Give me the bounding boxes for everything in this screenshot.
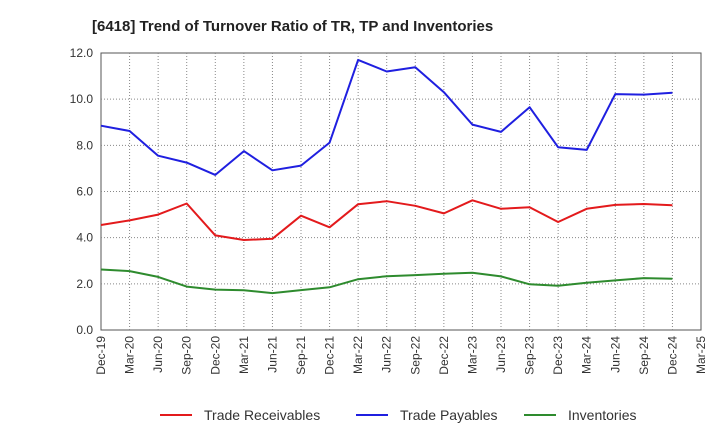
series-line-0: [100, 199, 673, 241]
y-tick-label: 0.0: [76, 323, 93, 337]
gridlines: [101, 53, 701, 330]
x-tick-label: Dec-21: [323, 336, 337, 375]
y-tick-label: 4.0: [76, 231, 93, 245]
chart-title: [6418] Trend of Turnover Ratio of TR, TP…: [92, 18, 493, 35]
y-tick-label: 6.0: [76, 185, 93, 199]
x-tick-label: Sep-20: [180, 336, 194, 375]
x-tick-label: Mar-20: [123, 336, 137, 374]
legend-label-0: Trade Receivables: [204, 407, 320, 423]
series-line-2: [100, 268, 673, 295]
y-tick-label: 2.0: [76, 277, 93, 291]
y-axis-ticks: 0.0 2.0 4.0 6.0 8.0 10.0 12.0: [70, 46, 94, 337]
y-tick-label: 8.0: [76, 138, 93, 152]
x-tick-label: Jun-23: [494, 336, 508, 373]
legend-label-2: Inventories: [568, 407, 636, 423]
x-tick-label: Mar-25: [694, 336, 708, 374]
x-tick-label: Dec-19: [94, 336, 108, 375]
x-tick-label: Sep-21: [294, 336, 308, 375]
legend-label-1: Trade Payables: [400, 407, 498, 423]
x-axis-ticks: Dec-19 Mar-20 Jun-20 Sep-20 Dec-20 Mar-21 Jun-…: [94, 336, 708, 375]
x-tick-label: Dec-24: [665, 336, 679, 375]
x-tick-label: Mar-21: [237, 336, 251, 374]
x-tick-label: Dec-22: [437, 336, 451, 375]
x-tick-label: Sep-22: [408, 336, 422, 375]
x-tick-label: Dec-20: [208, 336, 222, 375]
x-tick-label: Mar-24: [580, 336, 594, 374]
x-tick-label: Jun-24: [608, 336, 622, 373]
series-line-1: [100, 58, 673, 176]
x-tick-label: Mar-23: [465, 336, 479, 374]
x-tick-label: Mar-22: [351, 336, 365, 374]
x-tick-label: Jun-22: [380, 336, 394, 373]
y-tick-label: 10.0: [70, 92, 94, 106]
y-tick-label: 12.0: [70, 46, 94, 60]
x-tick-label: Dec-23: [551, 336, 565, 375]
x-tick-label: Sep-24: [637, 336, 651, 375]
x-tick-label: Jun-21: [265, 336, 279, 373]
x-tick-label: Sep-23: [523, 336, 537, 375]
legend: Trade Receivables Trade Payables Inventori…: [160, 407, 636, 423]
series-lines: [100, 58, 673, 295]
x-tick-label: Jun-20: [151, 336, 165, 373]
